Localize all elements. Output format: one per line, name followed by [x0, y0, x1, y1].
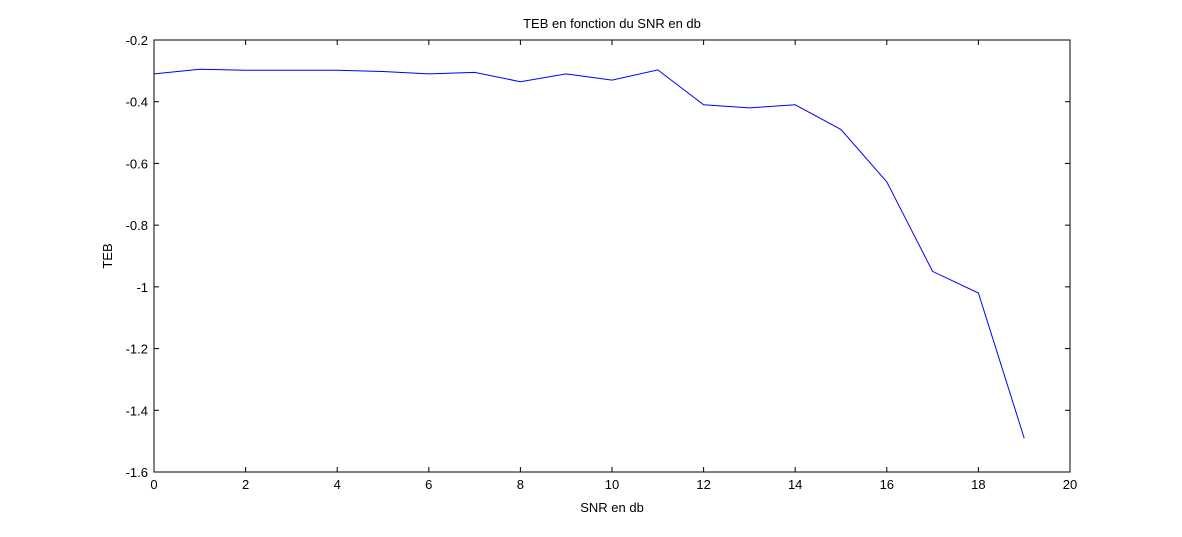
x-tick-label: 20	[1063, 477, 1077, 492]
x-tick-label: 10	[605, 477, 619, 492]
x-tick-label: 12	[696, 477, 710, 492]
y-tick-label: -0.2	[126, 33, 148, 48]
plot-area	[154, 40, 1070, 472]
x-tick-label: 0	[150, 477, 157, 492]
x-tick-label: 8	[517, 477, 524, 492]
y-tick-label: -1	[136, 280, 148, 295]
x-tick-label: 4	[334, 477, 341, 492]
series-group	[153, 68, 1025, 439]
series-line	[153, 68, 1025, 439]
plot-frame	[153, 39, 1071, 473]
y-tick-label: -1.2	[126, 342, 148, 357]
x-tick-label: 18	[971, 477, 985, 492]
y-axis-label: TEB	[100, 243, 115, 268]
y-tick-label: -1.4	[126, 403, 148, 418]
y-tick-label: -0.4	[126, 95, 148, 110]
y-tick-label: -0.6	[126, 156, 148, 171]
y-tick-label: -0.8	[126, 218, 148, 233]
x-axis-ticks: 0 2 4 6 8 10 12 14 16 18 20	[150, 40, 1077, 492]
x-tick-label: 2	[242, 477, 249, 492]
y-axis-ticks: -0.2 -0.4 -0.6 -0.8 -1 -1.2 -1.4 -1.6	[126, 33, 1070, 480]
chart-title: TEB en fonction du SNR en db	[523, 16, 701, 31]
x-tick-label: 14	[788, 477, 802, 492]
x-tick-label: 16	[880, 477, 894, 492]
x-axis-label: SNR en db	[580, 500, 644, 515]
y-tick-label: -1.6	[126, 465, 148, 480]
x-tick-label: 6	[425, 477, 432, 492]
